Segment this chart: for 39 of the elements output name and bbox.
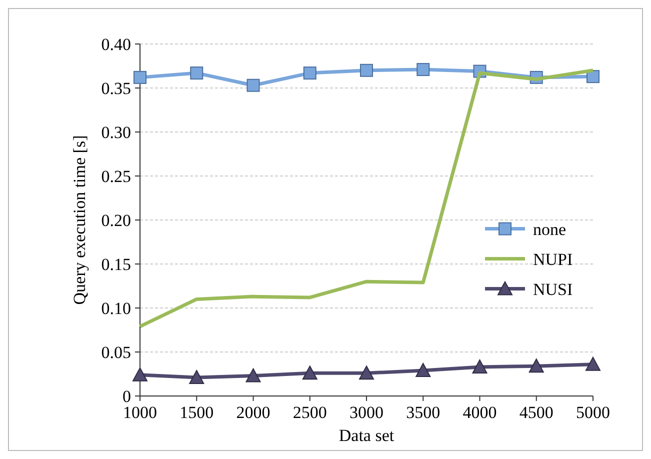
point — [246, 78, 260, 92]
y-tick-label: 0.30 — [101, 122, 131, 142]
x-tick-label: 2000 — [236, 403, 270, 422]
legend-label: none — [533, 220, 566, 239]
point — [586, 70, 600, 84]
y-tick-label: 0.25 — [101, 166, 131, 186]
y-tick-label: 0 — [122, 386, 131, 406]
point — [302, 366, 318, 380]
legend-label: NUPI — [533, 250, 574, 269]
point — [359, 366, 374, 380]
x-tick-label: 3500 — [406, 403, 440, 422]
x-tick-label: 4500 — [519, 403, 554, 422]
point — [416, 63, 430, 76]
x-tick-label: 2500 — [292, 403, 327, 422]
point — [246, 368, 261, 382]
y-axis-title: Query execution time [s] — [70, 135, 89, 305]
x-tick-label: 1500 — [180, 403, 214, 422]
point — [416, 362, 431, 377]
y-tick-label: 0.40 — [101, 34, 131, 54]
point — [586, 356, 600, 371]
point — [528, 358, 544, 373]
x-tick-label: 3000 — [350, 403, 384, 422]
y-tick-label: 0.10 — [101, 298, 131, 318]
x-tick-label: 1000 — [123, 403, 157, 422]
point — [472, 359, 488, 374]
y-tick-label: 0.05 — [101, 342, 131, 362]
legend-label: NUSI — [533, 280, 574, 299]
point — [189, 370, 204, 384]
point — [360, 64, 373, 77]
x-tick-label: 4000 — [462, 403, 497, 422]
x-axis-title: Data set — [338, 426, 394, 445]
y-tick-label: 0.20 — [101, 210, 131, 230]
point — [303, 66, 316, 80]
y-tick-label: 0.35 — [101, 78, 131, 98]
y-tick-label: 0.15 — [101, 254, 131, 274]
point — [190, 66, 204, 80]
x-tick-label: 5000 — [576, 403, 610, 422]
point — [134, 70, 146, 84]
point — [132, 367, 148, 382]
